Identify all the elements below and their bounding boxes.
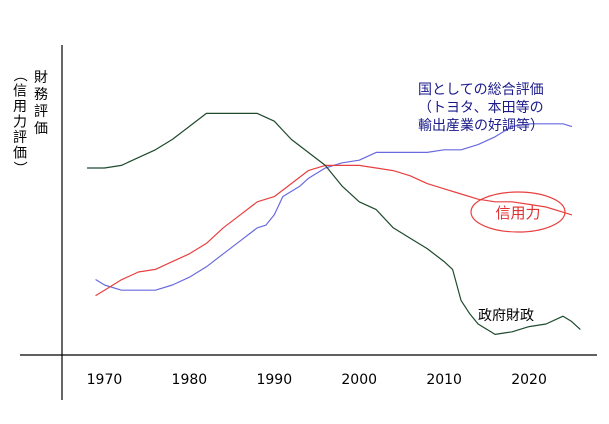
y-axis-label-char: ） xyxy=(11,161,27,175)
series-layer xyxy=(86,112,581,335)
y-axis-label-char: 評 xyxy=(13,130,27,146)
credit-label-circle xyxy=(470,191,566,233)
y-axis-label-char: 価 xyxy=(34,121,48,137)
y-axis-label-char: 価 xyxy=(13,146,27,162)
series-label-overall-line1: 国としての総合評価 xyxy=(418,82,544,98)
series-label-overall-line3: 輸出産業の好調等） xyxy=(418,117,544,134)
series-label-overall-line2: （トヨタ、本田等の xyxy=(418,99,544,116)
series-label-credit: 信用力 xyxy=(495,204,540,222)
series-line-2 xyxy=(86,112,581,335)
y-axis-label-char: 財 xyxy=(34,70,48,86)
x-tick-label: 1970 xyxy=(87,372,123,388)
y-axis-label-char: 務 xyxy=(34,87,48,103)
series-label-government-finance: 政府財政 xyxy=(478,308,534,324)
x-tick-label: 2000 xyxy=(341,372,377,388)
y-axis-label-char: 力 xyxy=(13,115,27,131)
x-tick-label: 1990 xyxy=(256,372,292,388)
series-line-0 xyxy=(95,123,573,291)
x-tick-labels: 1970 1980 1990 2000 2010 2020 xyxy=(87,372,547,388)
x-tick-label: 2010 xyxy=(426,372,462,388)
x-tick-label: 1980 xyxy=(172,372,208,388)
series-line-1 xyxy=(95,164,573,296)
y-axis-label-char: 用 xyxy=(13,99,27,115)
y-axis-label-char: 信 xyxy=(13,84,27,100)
y-axis-label-char: 評 xyxy=(34,104,48,120)
y-axis-label-char: （ xyxy=(11,68,27,82)
x-tick-label: 2020 xyxy=(511,372,547,388)
